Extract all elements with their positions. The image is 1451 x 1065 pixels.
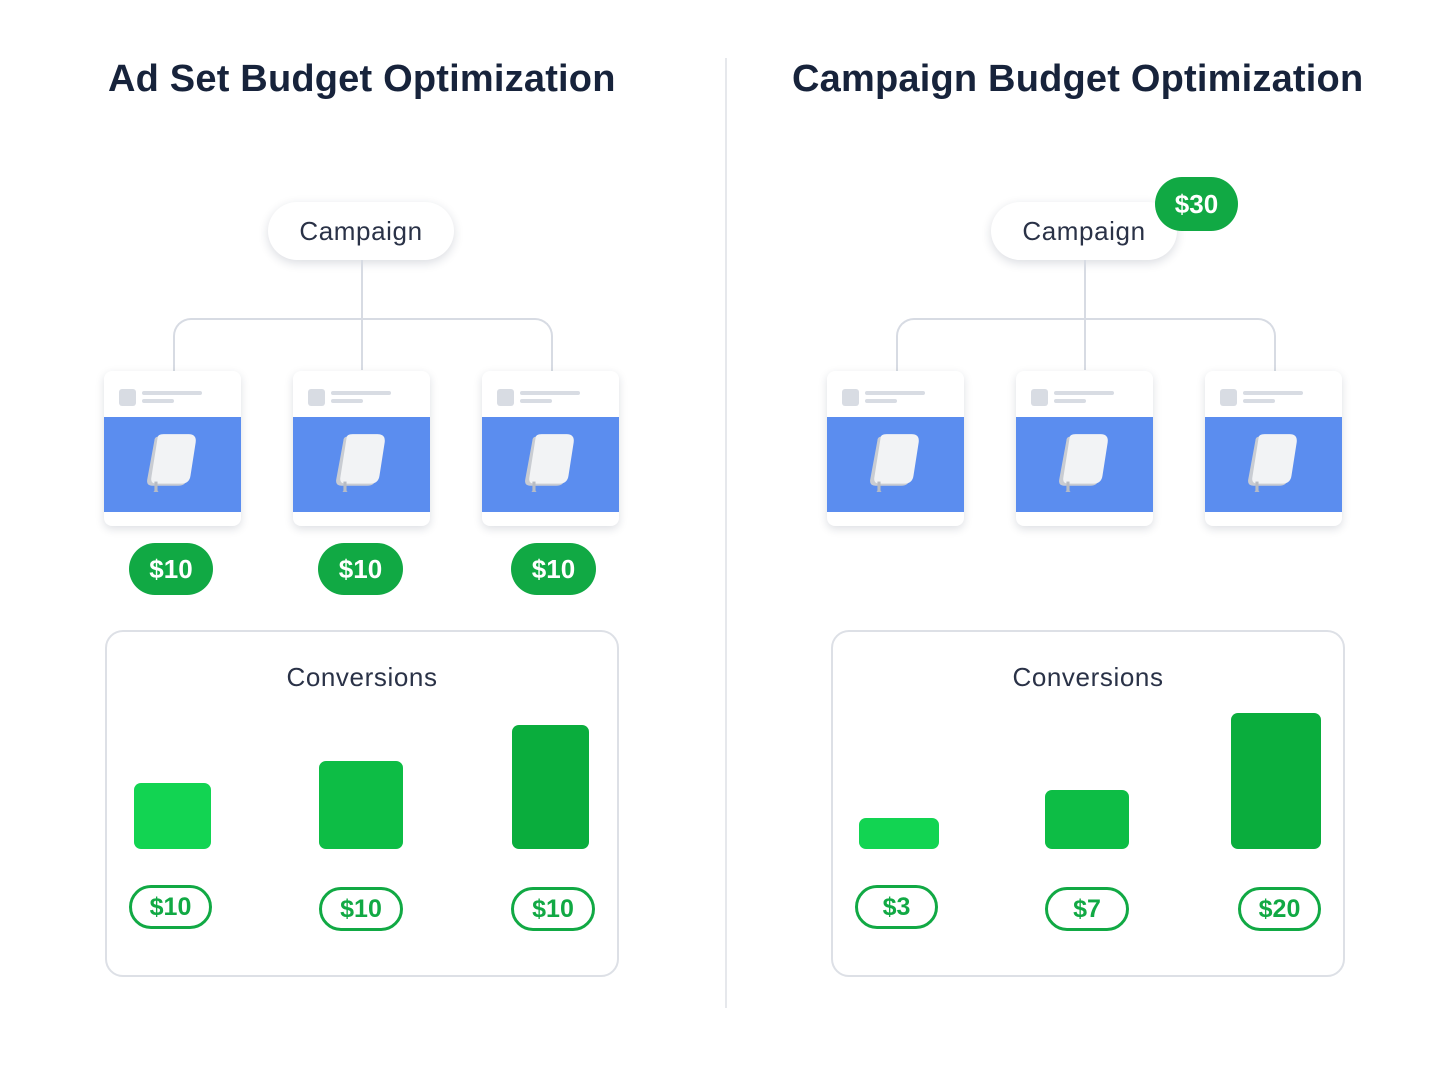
ad-set-card	[293, 371, 430, 526]
conversion-bar	[859, 818, 939, 849]
conversion-value-badge: $7	[1045, 887, 1129, 931]
conversion-bar	[512, 725, 589, 849]
notebook-icon	[518, 430, 584, 496]
ad-set-budget-badge: $10	[318, 543, 403, 595]
hierarchy-connector	[896, 260, 1276, 372]
notebook-icon	[329, 430, 395, 496]
ad-set-card	[104, 371, 241, 526]
ad-set-card	[827, 371, 964, 526]
conversion-bar	[319, 761, 403, 849]
conversion-value-badge: $10	[319, 887, 403, 931]
campaign-label: Campaign	[1022, 215, 1146, 246]
notebook-icon	[1241, 430, 1307, 496]
ad-set-card	[1016, 371, 1153, 526]
conversion-value-badge: $10	[129, 885, 212, 929]
ad-set-card	[1205, 371, 1342, 526]
ad-set-budget-badge: $10	[129, 543, 213, 595]
ad-set-card	[482, 371, 619, 526]
ad-image	[827, 417, 964, 512]
conversion-value-badge: $10	[511, 887, 595, 931]
conversions-label: Conversions	[1012, 662, 1164, 692]
campaign-label: Campaign	[299, 215, 423, 246]
conversion-value-badge: $20	[1238, 887, 1321, 931]
campaign-node: Campaign	[991, 202, 1177, 260]
conversion-value-badge: $3	[855, 885, 938, 929]
ad-image	[482, 417, 619, 512]
ad-set-budget-title: Ad Set Budget Optimization	[108, 58, 616, 100]
conversion-bar	[1045, 790, 1129, 849]
ad-image	[1016, 417, 1153, 512]
notebook-icon	[863, 430, 929, 496]
notebook-icon	[1052, 430, 1118, 496]
campaign-budget-title: Campaign Budget Optimization	[792, 58, 1364, 100]
ad-image	[1205, 417, 1342, 512]
conversion-bar	[134, 783, 211, 849]
ad-image	[293, 417, 430, 512]
ad-image	[104, 417, 241, 512]
campaign-budget-badge: $30	[1155, 177, 1238, 231]
section-divider	[725, 58, 727, 1008]
conversion-bar	[1231, 713, 1321, 849]
conversions-label: Conversions	[286, 662, 438, 692]
ad-set-budget-badge: $10	[511, 543, 596, 595]
campaign-node: Campaign	[268, 202, 454, 260]
hierarchy-connector	[173, 260, 553, 372]
notebook-icon	[140, 430, 206, 496]
